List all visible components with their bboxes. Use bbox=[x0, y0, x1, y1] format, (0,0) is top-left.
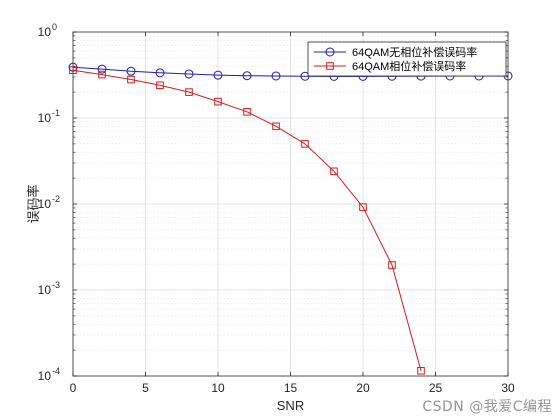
legend-marker bbox=[326, 62, 334, 70]
data-point bbox=[213, 70, 223, 80]
data-point bbox=[272, 122, 280, 131]
data-point bbox=[126, 66, 136, 76]
x-tick-label: 25 bbox=[429, 381, 443, 395]
data-point bbox=[69, 66, 77, 74]
y-tick-label-base: 10 bbox=[38, 197, 52, 211]
x-tick-label: 0 bbox=[70, 381, 77, 395]
y-axis-label: 误码率 bbox=[26, 184, 42, 223]
data-point bbox=[243, 108, 251, 116]
x-tick-label: 10 bbox=[211, 381, 225, 395]
x-tick-label: 30 bbox=[501, 381, 515, 395]
y-tick-label: 10 -1 bbox=[38, 108, 60, 125]
data-point bbox=[98, 70, 106, 79]
series-line bbox=[72, 69, 422, 371]
y-tick-label-exponent: -4 bbox=[52, 366, 60, 376]
watermark: CSDN @我爱C编程 bbox=[422, 399, 552, 415]
grid bbox=[73, 32, 508, 376]
data-point bbox=[271, 71, 281, 81]
data-point bbox=[242, 71, 252, 81]
data-point bbox=[68, 62, 78, 72]
y-tick-label: 10 0 bbox=[38, 22, 57, 39]
legend-marker bbox=[325, 47, 335, 57]
y-tick-label-base: 10 bbox=[38, 369, 52, 383]
y-tick-label-base: 10 bbox=[38, 283, 52, 297]
data-point bbox=[184, 69, 194, 79]
data-point bbox=[97, 64, 107, 74]
legend-entry: 64QAM无相位补偿误码率 bbox=[314, 45, 477, 59]
legend-label: 64QAM无相位补偿误码率 bbox=[352, 45, 477, 59]
y-tick-label-base: 10 bbox=[38, 111, 52, 125]
data-point bbox=[388, 261, 396, 269]
data-point bbox=[127, 75, 135, 84]
y-tick-label-exponent: -2 bbox=[52, 194, 60, 204]
data-point bbox=[359, 203, 367, 211]
y-tick-label: 10 -2 bbox=[38, 194, 60, 211]
data-point bbox=[417, 366, 425, 375]
y-tick-label-base: 10 bbox=[38, 25, 52, 39]
y-tick-label-exponent: -3 bbox=[52, 280, 60, 290]
y-tick-label-exponent: 0 bbox=[52, 22, 57, 32]
data-point bbox=[301, 140, 309, 148]
data-point bbox=[156, 81, 164, 90]
legend-label: 64QAM相位补偿误码率 bbox=[352, 59, 466, 73]
y-tick-label-exponent: -1 bbox=[52, 108, 60, 118]
series-2 bbox=[69, 66, 425, 375]
data-point bbox=[185, 88, 193, 96]
data-point bbox=[155, 68, 165, 78]
x-tick-label: 20 bbox=[356, 381, 370, 395]
data-point bbox=[214, 97, 222, 106]
y-tick-label: 10 -3 bbox=[38, 280, 60, 297]
data-point bbox=[330, 167, 338, 176]
legend-entry: 64QAM相位补偿误码率 bbox=[314, 59, 466, 73]
x-tick-label: 15 bbox=[284, 381, 298, 395]
x-tick-label: 5 bbox=[142, 381, 149, 395]
x-axis-label: SNR bbox=[277, 398, 304, 413]
legend-box bbox=[307, 41, 507, 77]
y-tick-label: 10 -4 bbox=[38, 366, 60, 383]
